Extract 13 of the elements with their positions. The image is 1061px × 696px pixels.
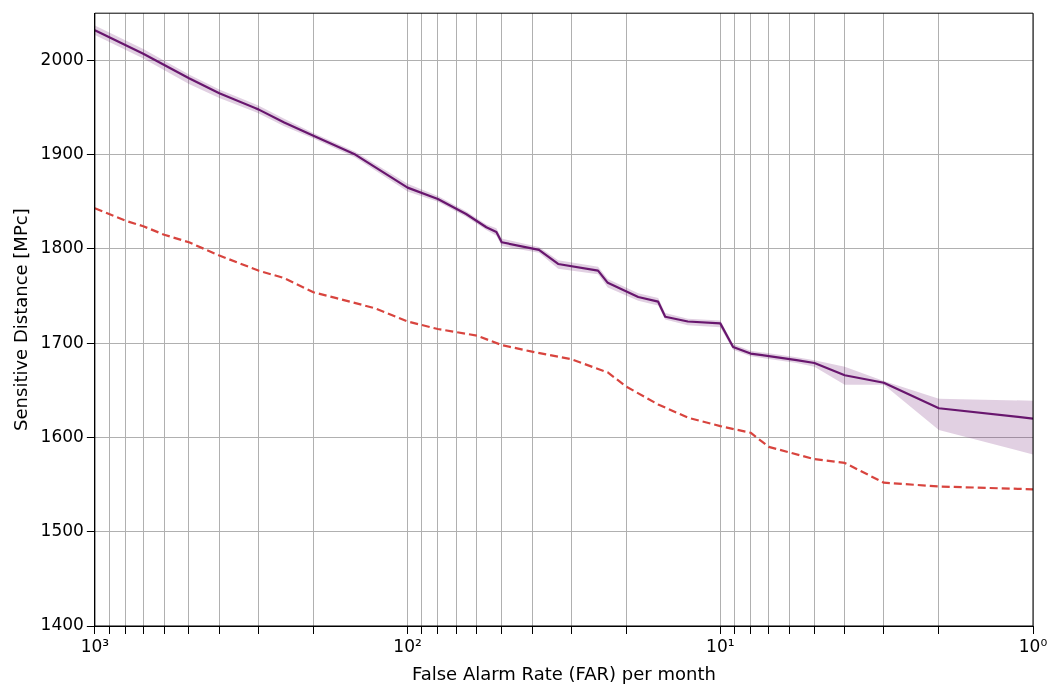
x-tick-label: 10⁰ — [1018, 635, 1048, 656]
y-tick-label: 1500 — [40, 520, 84, 541]
y-tick-label: 1600 — [40, 425, 84, 446]
y-tick-label: 1800 — [40, 237, 84, 258]
y-tick-label: 1700 — [40, 331, 84, 352]
y-tick-label: 1900 — [40, 143, 84, 164]
x-tick-label: 10² — [393, 635, 422, 656]
x-tick-label: 10¹ — [706, 635, 735, 656]
x-axis-title: False Alarm Rate (FAR) per month — [411, 662, 716, 684]
y-tick-label: 1400 — [40, 614, 84, 635]
y-axis-title: Sensitive Distance [MPc] — [10, 208, 32, 431]
x-tick-label: 10³ — [80, 635, 110, 656]
y-tick-label: 2000 — [40, 48, 84, 69]
